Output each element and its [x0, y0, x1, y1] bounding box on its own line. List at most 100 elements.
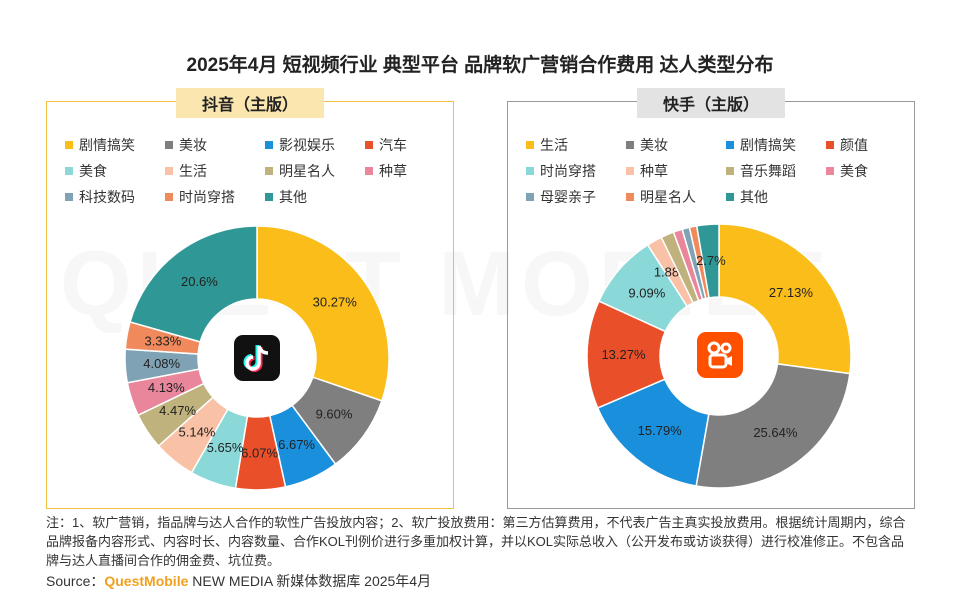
legend-label: 美食	[840, 163, 868, 179]
legend-swatch	[626, 193, 634, 201]
source-line: Source：QuestMobile NEW MEDIA 新媒体数据库 2025…	[46, 571, 431, 591]
legend-label: 生活	[540, 137, 568, 153]
source-brand: QuestMobile	[104, 573, 189, 589]
legend-label: 美妆	[179, 137, 207, 153]
legend-label: 音乐舞蹈	[740, 163, 796, 179]
legend-label: 汽车	[379, 137, 407, 153]
douyin-logo-icon	[234, 335, 280, 386]
legend-item: 生活	[165, 161, 265, 181]
legend-item: 明星名人	[265, 161, 365, 181]
slice-value-label: 6.67%	[278, 437, 315, 452]
legend-swatch	[365, 141, 373, 149]
legend-item: 其他	[726, 187, 826, 207]
legend-item: 种草	[365, 161, 445, 181]
legend-swatch	[265, 193, 273, 201]
legend-label: 颜值	[840, 137, 868, 153]
legend-label: 科技数码	[79, 189, 135, 205]
kuaishou-logo-icon	[697, 332, 743, 383]
legend-swatch	[265, 141, 273, 149]
slice-value-label: 4.13%	[148, 380, 185, 395]
slice-value-label: 2.7%	[696, 253, 726, 268]
kuaishou-donut-chart: 27.13%25.64%15.79%13.27%9.09%1.88%2.7%	[586, 223, 852, 489]
source-prefix: Source：	[46, 573, 105, 589]
legend-swatch	[165, 141, 173, 149]
kuaishou-panel-title: 快手（主版）	[636, 88, 786, 118]
legend-item: 剧情搞笑	[726, 135, 826, 155]
legend-item: 母婴亲子	[526, 187, 626, 207]
legend-item: 美食	[826, 161, 906, 181]
douyin-donut-chart: 30.27% 9.60% 6.67%6.07%5.65%5.14% 4.47% 4.13…	[124, 225, 390, 491]
legend-label: 剧情搞笑	[79, 137, 135, 153]
legend-item: 美妆	[626, 135, 726, 155]
chart-title: 2025年4月 短视频行业 典型平台 品牌软广营销合作费用 达人类型分布	[186, 55, 774, 76]
slice-value-label: 3.33%	[144, 334, 181, 349]
legend-label: 其他	[279, 189, 307, 205]
legend-label: 时尚穿搭	[540, 163, 596, 179]
legend-swatch	[526, 193, 534, 201]
slice-value-label: 9.09%	[628, 285, 665, 300]
legend-item: 其他	[265, 187, 365, 207]
legend-swatch	[265, 167, 273, 175]
legend-label: 剧情搞笑	[740, 137, 796, 153]
legend-label: 种草	[379, 163, 407, 179]
legend-label: 美妆	[640, 137, 668, 153]
legend-item: 时尚穿搭	[165, 187, 265, 207]
legend-label: 明星名人	[279, 163, 335, 179]
slice-value-label: 4.47%	[159, 403, 196, 418]
legend-item: 汽车	[365, 135, 445, 155]
footnote: 注：1、软广营销，指品牌与达人合作的软性广告投放内容；2、软广投放费用：第三方估…	[46, 515, 906, 568]
slice-value-label: 25.64%	[753, 425, 798, 440]
legend-swatch	[165, 193, 173, 201]
legend-item: 颜值	[826, 135, 906, 155]
legend-label: 影视娱乐	[279, 137, 335, 153]
legend-item: 音乐舞蹈	[726, 161, 826, 181]
source-suffix: NEW MEDIA 新媒体数据库 2025年4月	[188, 573, 432, 589]
legend-item: 种草	[626, 161, 726, 181]
donut-slice	[695, 223, 720, 299]
kuaishou-legend: 生活 美妆 剧情搞笑 颜值时尚穿搭 种草 音乐舞蹈 美食母婴亲子 明星名人 其他	[526, 135, 906, 207]
legend-swatch	[526, 141, 534, 149]
kuaishou-panel: 快手（主版） 生活 美妆 剧情搞笑 颜值 时尚穿搭 种草 音乐舞蹈 美食 母婴亲子 明星名人 其他 …	[507, 88, 915, 509]
slice-value-label: 4.08%	[143, 356, 180, 371]
legend-swatch	[65, 141, 73, 149]
legend-swatch	[726, 193, 734, 201]
slice-value-label: 5.65%	[207, 440, 244, 455]
legend-swatch	[826, 167, 834, 175]
legend-swatch	[726, 141, 734, 149]
legend-swatch	[726, 167, 734, 175]
slice-value-label: 27.13%	[769, 285, 814, 300]
slice-value-label: 30.27%	[313, 295, 358, 310]
legend-swatch	[165, 167, 173, 175]
legend-item: 剧情搞笑	[65, 135, 165, 155]
slice-value-label: 20.6%	[181, 274, 218, 289]
slice-value-label: 15.79%	[638, 423, 683, 438]
legend-swatch	[826, 141, 834, 149]
douyin-panel-title: 抖音（主版）	[175, 88, 325, 118]
donut-slice	[129, 225, 258, 343]
donut-slice	[718, 223, 852, 375]
legend-swatch	[626, 141, 634, 149]
legend-item: 明星名人	[626, 187, 726, 207]
legend-swatch	[526, 167, 534, 175]
douyin-panel: 抖音（主版） 剧情搞笑 美妆 影视娱乐 汽车 美食 生活 明星名人 种草 科技数码 时尚穿搭 其他 …	[46, 88, 454, 509]
slice-value-label: 5.14%	[179, 424, 216, 439]
legend-label: 母婴亲子	[540, 189, 596, 205]
legend-swatch	[65, 193, 73, 201]
legend-item: 美妆	[165, 135, 265, 155]
legend-swatch	[365, 167, 373, 175]
legend-swatch	[626, 167, 634, 175]
legend-item: 科技数码	[65, 187, 165, 207]
legend-label: 种草	[640, 163, 668, 179]
slice-value-label: 6.07%	[241, 445, 278, 460]
legend-item: 时尚穿搭	[526, 161, 626, 181]
legend-label: 生活	[179, 163, 207, 179]
legend-item: 美食	[65, 161, 165, 181]
douyin-legend: 剧情搞笑 美妆 影视娱乐 汽车美食 生活 明星名人 种草科技数码 时尚穿搭 其他	[65, 135, 445, 207]
legend-item: 影视娱乐	[265, 135, 365, 155]
slice-value-label: 13.27%	[601, 347, 646, 362]
legend-label: 美食	[79, 163, 107, 179]
slice-value-label: 9.60%	[316, 406, 353, 421]
legend-swatch	[65, 167, 73, 175]
donut-slice	[695, 363, 851, 489]
legend-item: 生活	[526, 135, 626, 155]
